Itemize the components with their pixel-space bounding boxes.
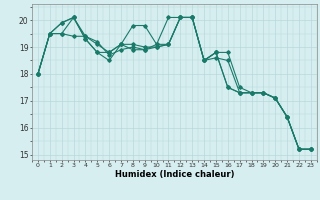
X-axis label: Humidex (Indice chaleur): Humidex (Indice chaleur) [115,170,234,179]
